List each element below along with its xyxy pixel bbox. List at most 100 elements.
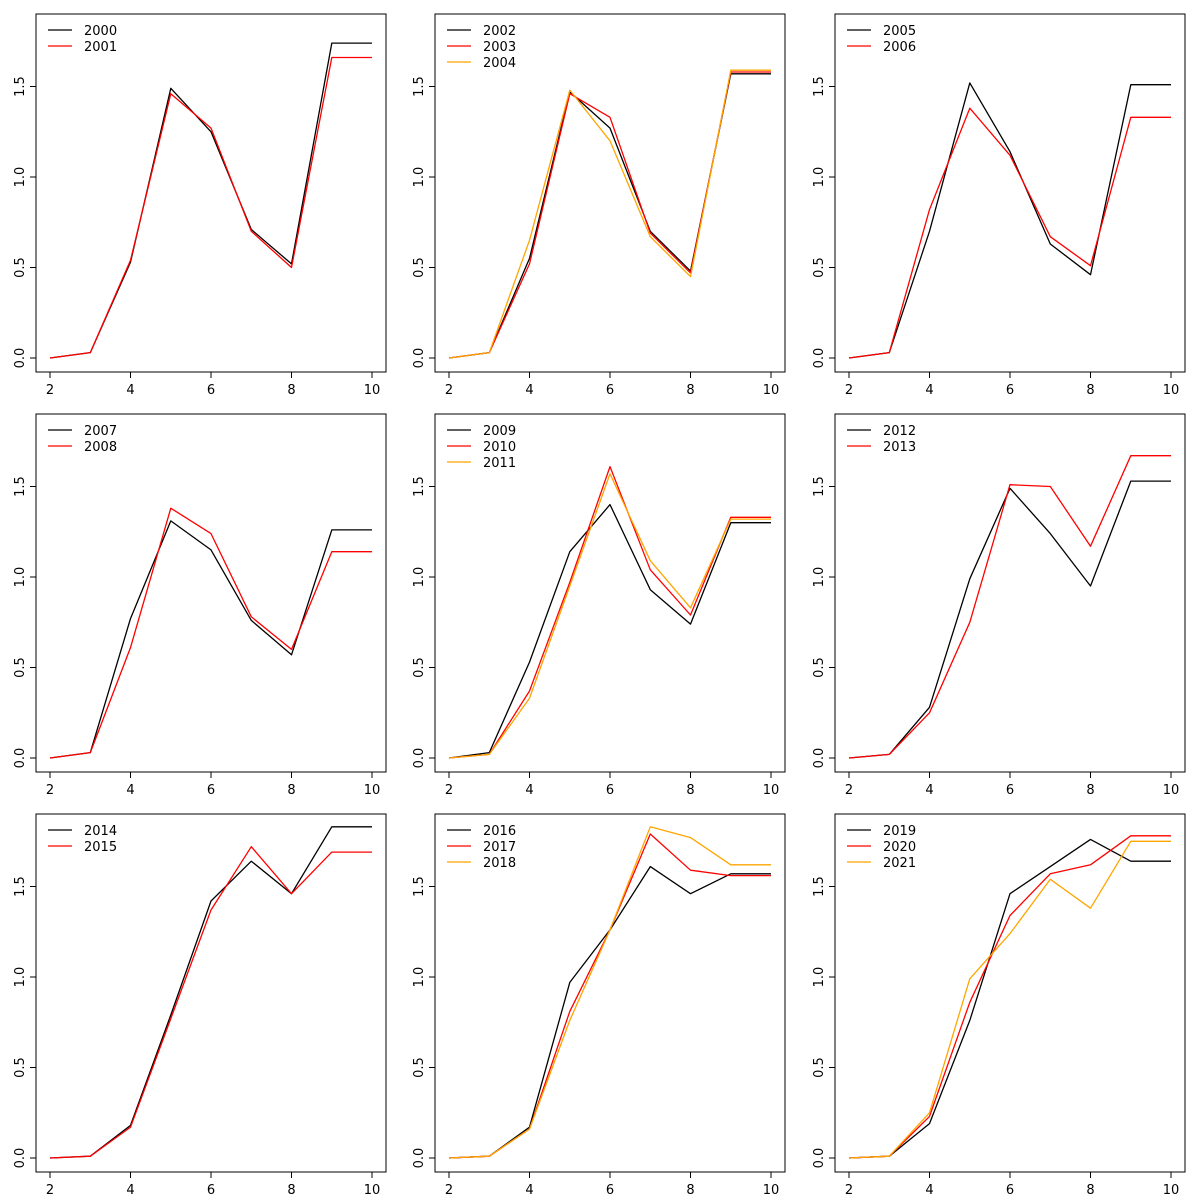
x-tick-label: 8 bbox=[1086, 383, 1094, 398]
y-tick-label: 1.5 bbox=[812, 876, 827, 897]
x-tick-label: 4 bbox=[925, 383, 933, 398]
y-tick-label: 1.0 bbox=[13, 167, 28, 188]
x-tick-label: 4 bbox=[126, 383, 134, 398]
series-line-2015 bbox=[49, 846, 372, 1159]
legend-label-2008: 2008 bbox=[84, 440, 117, 455]
legend-label-2003: 2003 bbox=[483, 40, 516, 55]
series-line-2006 bbox=[848, 107, 1171, 359]
y-tick-label: 0.5 bbox=[812, 257, 827, 278]
y-tick-label: 0.0 bbox=[812, 748, 827, 769]
x-tick-label: 8 bbox=[287, 383, 295, 398]
x-tick-label: 4 bbox=[126, 783, 134, 798]
legend-label-2018: 2018 bbox=[483, 856, 516, 871]
y-tick-label: 0.0 bbox=[13, 748, 28, 769]
series-line-2008 bbox=[49, 507, 372, 759]
series-line-2009 bbox=[448, 503, 771, 759]
x-tick-label: 8 bbox=[287, 783, 295, 798]
x-tick-label: 6 bbox=[606, 783, 614, 798]
legend-label-2016: 2016 bbox=[483, 824, 516, 839]
series-line-2001 bbox=[49, 56, 372, 359]
x-tick-label: 10 bbox=[763, 1183, 780, 1198]
x-tick-label: 6 bbox=[207, 1183, 215, 1198]
legend-label-2009: 2009 bbox=[483, 424, 516, 439]
y-tick-label: 0.0 bbox=[412, 748, 427, 769]
y-tick-label: 1.5 bbox=[812, 76, 827, 97]
y-tick-label: 1.0 bbox=[412, 167, 427, 188]
x-tick-label: 6 bbox=[1006, 783, 1014, 798]
x-tick-label: 8 bbox=[686, 1183, 694, 1198]
x-tick-label: 10 bbox=[1163, 783, 1180, 798]
legend-label-2007: 2007 bbox=[84, 424, 117, 439]
y-tick-label: 1.0 bbox=[812, 167, 827, 188]
legend-label-2021: 2021 bbox=[883, 856, 916, 871]
legend-label-2001: 2001 bbox=[84, 40, 117, 55]
y-tick-label: 1.5 bbox=[13, 876, 28, 897]
series-line-2007 bbox=[49, 520, 372, 759]
y-tick-label: 0.0 bbox=[812, 1148, 827, 1169]
legend-label-2006: 2006 bbox=[883, 40, 916, 55]
legend-label-2015: 2015 bbox=[84, 840, 117, 855]
plot-frame bbox=[834, 13, 1186, 373]
y-tick-label: 0.0 bbox=[812, 348, 827, 369]
y-tick-label: 1.5 bbox=[412, 76, 427, 97]
y-tick-label: 0.5 bbox=[13, 1057, 28, 1078]
series-line-2004 bbox=[448, 69, 771, 359]
legend-label-2019: 2019 bbox=[883, 824, 916, 839]
x-tick-label: 4 bbox=[925, 783, 933, 798]
y-tick-label: 0.0 bbox=[13, 348, 28, 369]
x-tick-label: 2 bbox=[46, 1183, 54, 1198]
x-tick-label: 8 bbox=[686, 783, 694, 798]
y-tick-label: 1.5 bbox=[13, 76, 28, 97]
x-tick-label: 2 bbox=[46, 383, 54, 398]
series-line-2000 bbox=[49, 42, 372, 359]
series-line-2020 bbox=[848, 835, 1171, 1159]
series-line-2016 bbox=[448, 865, 771, 1159]
y-tick-label: 0.5 bbox=[812, 657, 827, 678]
y-tick-label: 0.5 bbox=[412, 657, 427, 678]
x-tick-label: 10 bbox=[1163, 1183, 1180, 1198]
x-tick-label: 6 bbox=[207, 783, 215, 798]
x-tick-label: 6 bbox=[1006, 383, 1014, 398]
y-tick-label: 0.0 bbox=[13, 1148, 28, 1169]
y-tick-label: 0.0 bbox=[412, 348, 427, 369]
series-line-2013 bbox=[848, 455, 1171, 759]
y-tick-label: 1.0 bbox=[13, 567, 28, 588]
legend-label-2000: 2000 bbox=[84, 24, 117, 39]
y-tick-label: 1.0 bbox=[812, 967, 827, 988]
x-tick-label: 10 bbox=[364, 383, 381, 398]
legend-label-2005: 2005 bbox=[883, 24, 916, 39]
x-tick-label: 4 bbox=[525, 783, 533, 798]
series-line-2002 bbox=[448, 73, 771, 359]
y-tick-label: 1.0 bbox=[812, 567, 827, 588]
x-tick-label: 10 bbox=[364, 783, 381, 798]
x-tick-label: 8 bbox=[1086, 1183, 1094, 1198]
legend-label-2012: 2012 bbox=[883, 424, 916, 439]
x-tick-label: 10 bbox=[763, 383, 780, 398]
legend-label-2004: 2004 bbox=[483, 56, 516, 71]
y-tick-label: 0.5 bbox=[13, 257, 28, 278]
x-tick-label: 4 bbox=[525, 383, 533, 398]
y-tick-label: 1.0 bbox=[412, 567, 427, 588]
y-tick-label: 1.0 bbox=[412, 967, 427, 988]
y-tick-label: 1.5 bbox=[812, 476, 827, 497]
series-line-2014 bbox=[49, 826, 372, 1159]
x-tick-label: 10 bbox=[364, 1183, 381, 1198]
legend-label-2014: 2014 bbox=[84, 824, 117, 839]
series-line-2018 bbox=[448, 826, 771, 1159]
x-tick-label: 2 bbox=[845, 1183, 853, 1198]
plot-frame bbox=[35, 813, 387, 1173]
y-tick-label: 1.5 bbox=[13, 476, 28, 497]
x-tick-label: 2 bbox=[445, 1183, 453, 1198]
x-tick-label: 6 bbox=[606, 383, 614, 398]
x-tick-label: 6 bbox=[1006, 1183, 1014, 1198]
x-tick-label: 4 bbox=[126, 1183, 134, 1198]
series-line-2010 bbox=[448, 465, 771, 759]
